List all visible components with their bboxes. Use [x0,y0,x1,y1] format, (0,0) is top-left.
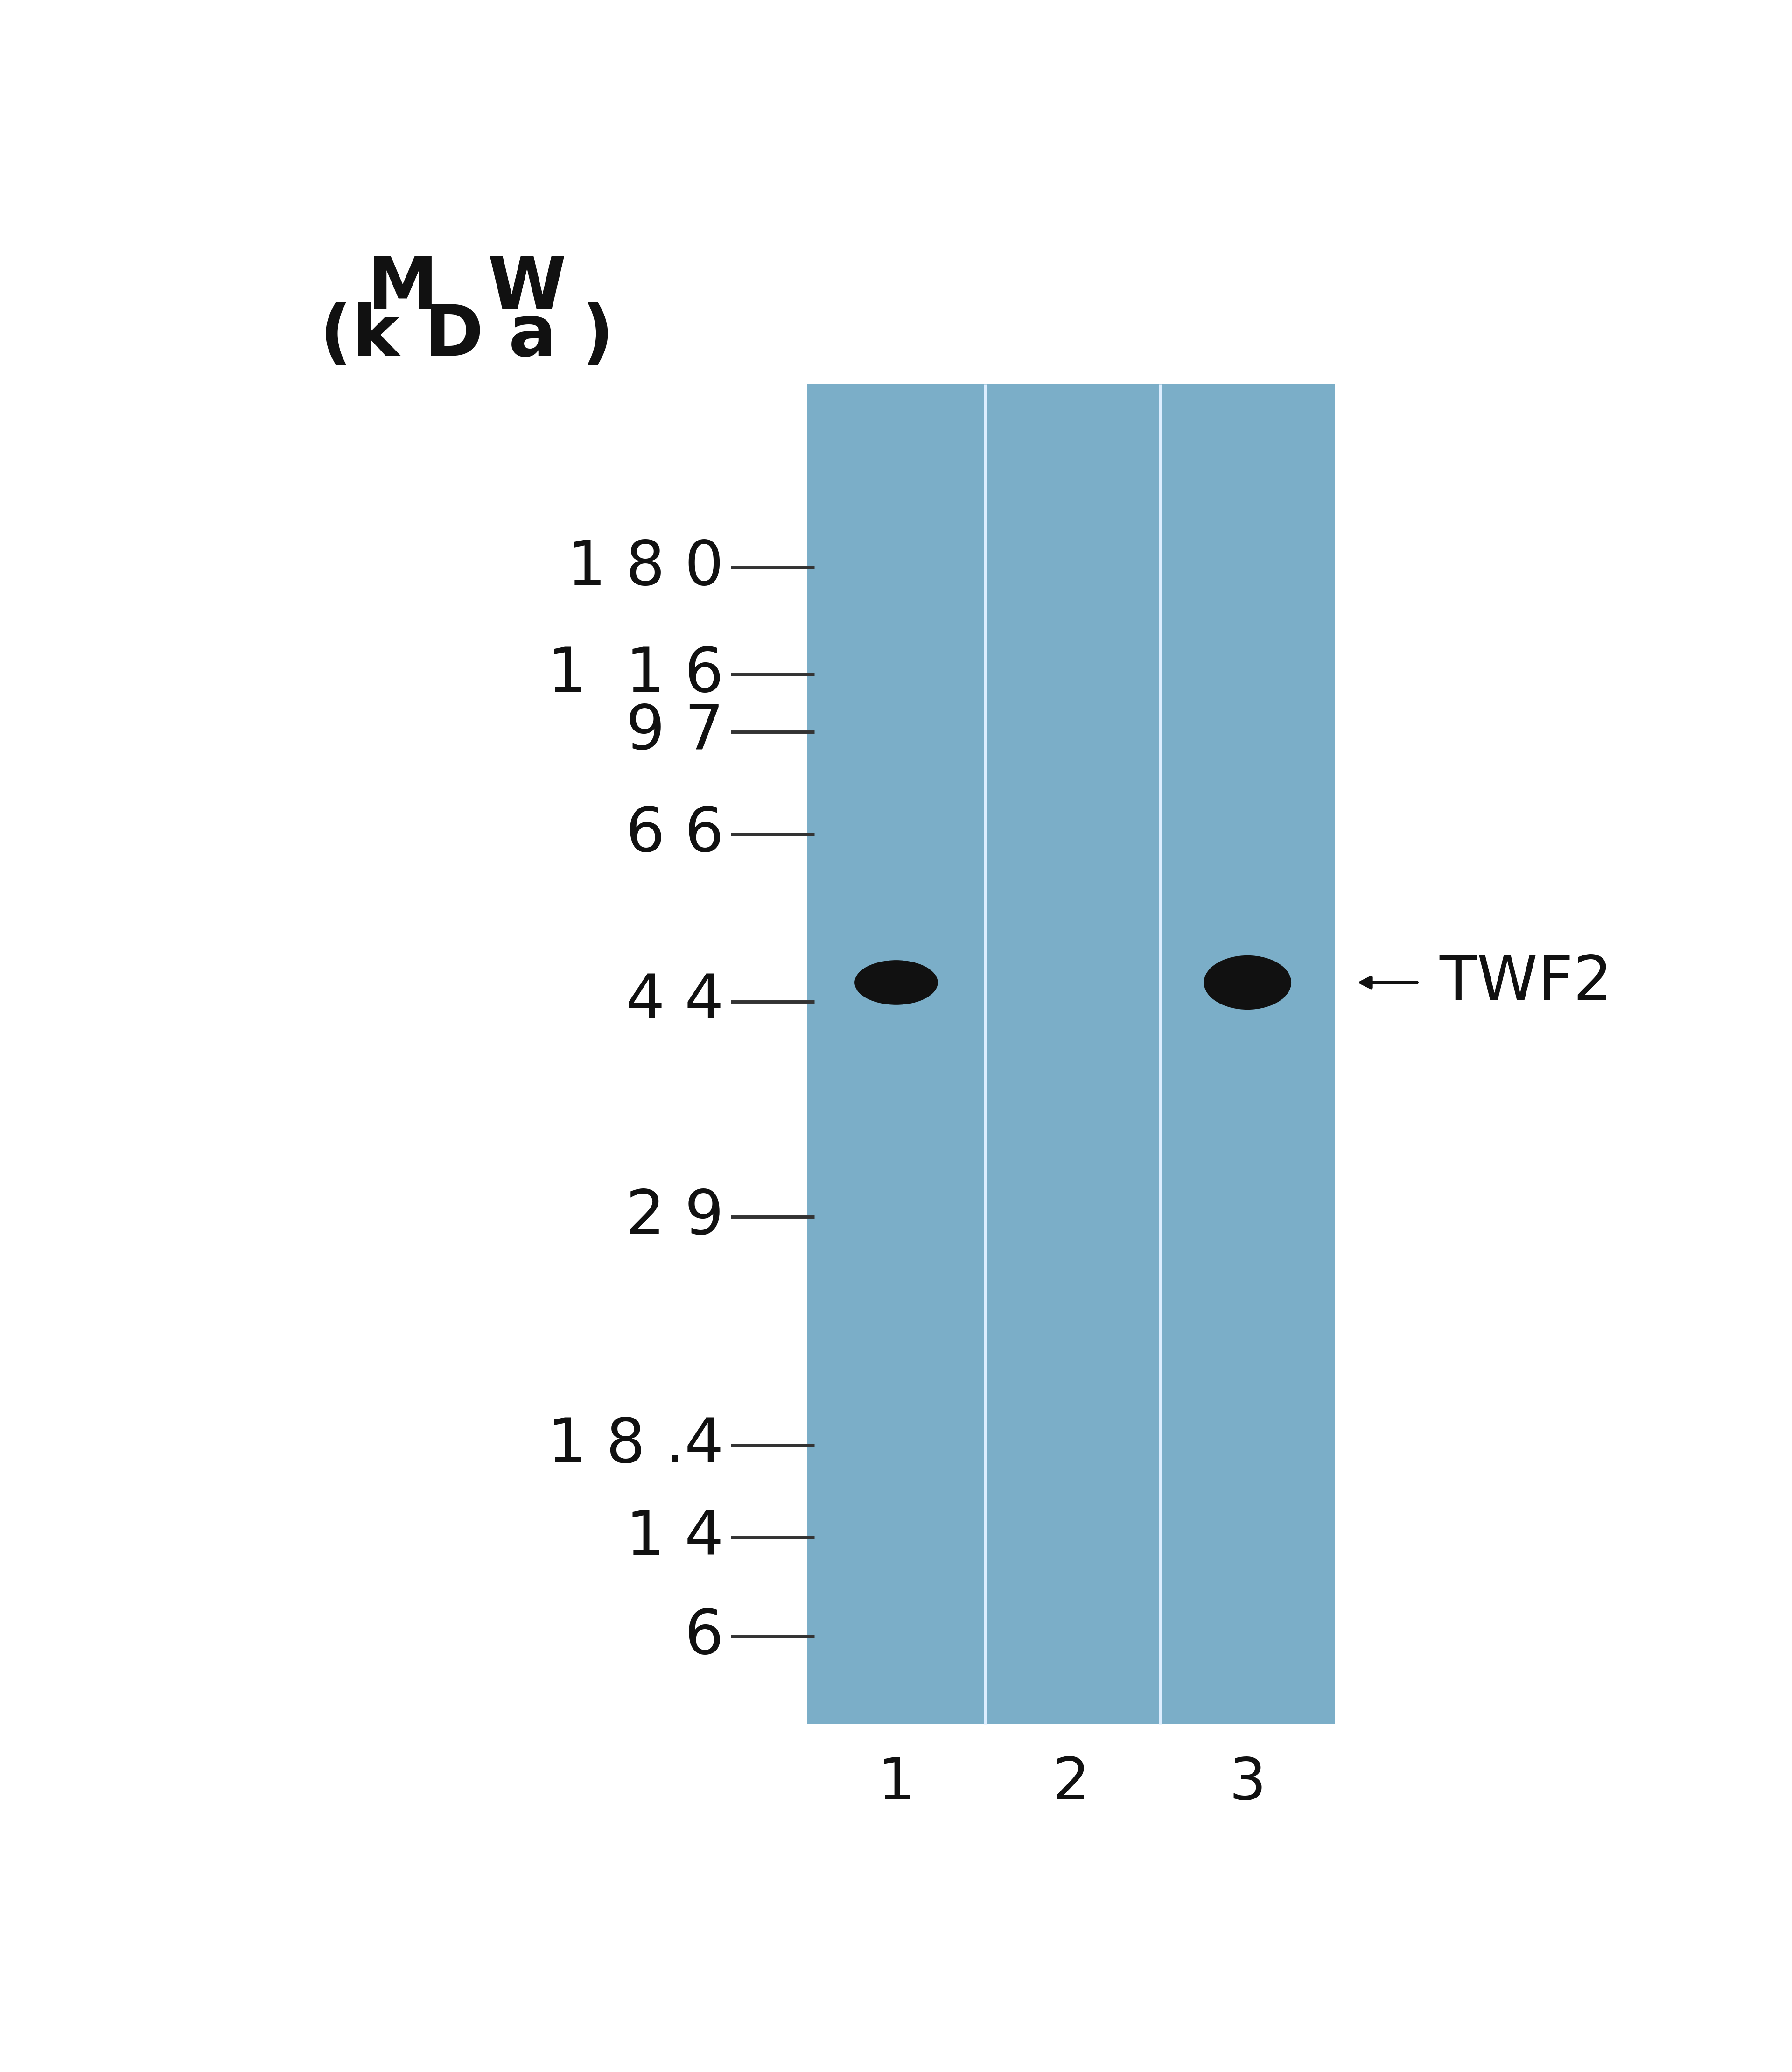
Text: 1 4: 1 4 [625,1508,724,1566]
Bar [806,383,1335,1724]
Text: 1 8 0: 1 8 0 [568,539,724,597]
Text: 1: 1 [878,1755,914,1811]
Text: 6: 6 [685,1608,724,1666]
Text: M  W: M W [367,253,566,323]
Text: 6 6: 6 6 [625,804,724,864]
Text: 2 9: 2 9 [625,1187,724,1247]
Ellipse shape [1204,955,1292,1009]
Text: 4 4: 4 4 [625,972,724,1032]
Text: 1  1 6: 1 1 6 [548,644,724,704]
Text: 3: 3 [1229,1755,1267,1811]
Text: 2: 2 [1052,1755,1090,1811]
Text: 9 7: 9 7 [625,702,724,762]
Ellipse shape [855,959,937,1005]
Text: TWF2: TWF2 [1439,953,1613,1013]
Text: (k D a ): (k D a ) [321,303,615,371]
Text: 1 8 .4: 1 8 .4 [548,1415,724,1475]
